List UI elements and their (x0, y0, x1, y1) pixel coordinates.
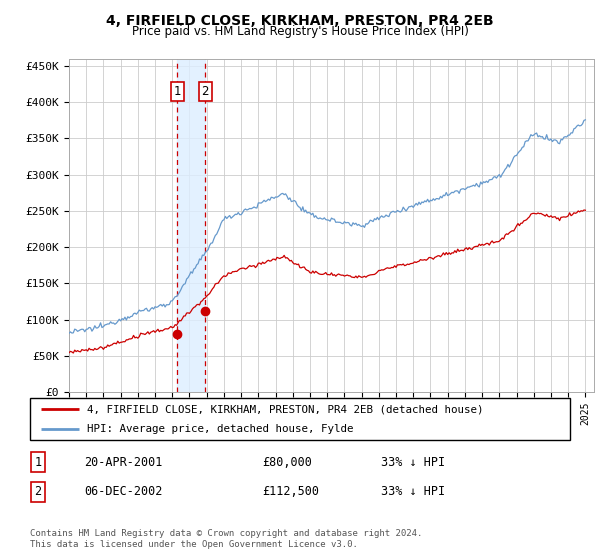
Text: 4, FIRFIELD CLOSE, KIRKHAM, PRESTON, PR4 2EB (detached house): 4, FIRFIELD CLOSE, KIRKHAM, PRESTON, PR4… (86, 404, 483, 414)
Text: 2: 2 (202, 85, 209, 98)
Text: 06-DEC-2002: 06-DEC-2002 (84, 486, 163, 498)
Bar (177, 59, 205, 392)
Text: 2: 2 (35, 486, 41, 498)
Text: 4, FIRFIELD CLOSE, KIRKHAM, PRESTON, PR4 2EB: 4, FIRFIELD CLOSE, KIRKHAM, PRESTON, PR4… (106, 14, 494, 28)
Text: 1: 1 (35, 456, 41, 469)
FancyBboxPatch shape (30, 398, 570, 440)
Text: 1: 1 (173, 85, 181, 98)
Text: 33% ↓ HPI: 33% ↓ HPI (381, 456, 445, 469)
Text: Price paid vs. HM Land Registry's House Price Index (HPI): Price paid vs. HM Land Registry's House … (131, 25, 469, 38)
Text: 20-APR-2001: 20-APR-2001 (84, 456, 163, 469)
Text: 33% ↓ HPI: 33% ↓ HPI (381, 486, 445, 498)
Text: HPI: Average price, detached house, Fylde: HPI: Average price, detached house, Fyld… (86, 424, 353, 434)
Text: Contains HM Land Registry data © Crown copyright and database right 2024.
This d: Contains HM Land Registry data © Crown c… (30, 529, 422, 549)
Text: £112,500: £112,500 (262, 486, 319, 498)
Text: £80,000: £80,000 (262, 456, 312, 469)
